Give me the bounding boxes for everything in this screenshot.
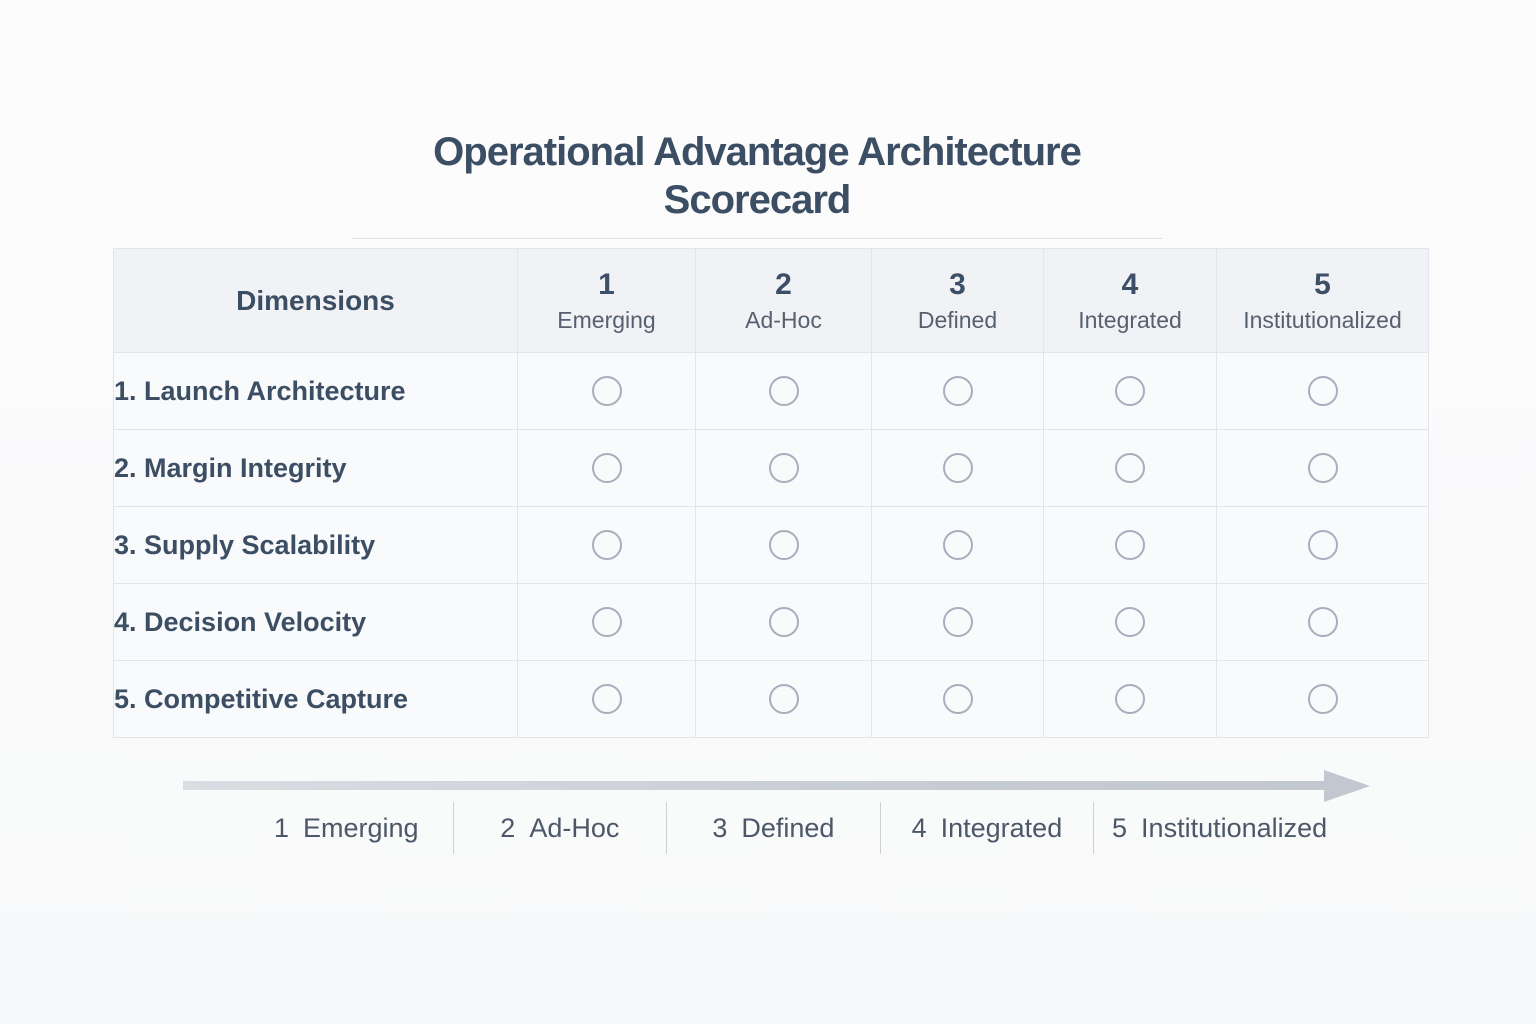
legend-number: 2 xyxy=(500,812,516,843)
level-number: 3 xyxy=(949,268,966,301)
radio-row-4-level-2[interactable] xyxy=(768,607,799,637)
radio-row-4-level-4[interactable] xyxy=(1115,607,1145,637)
table-row-competitive-capture: 5. Competitive Capture xyxy=(113,660,1429,738)
radio-row-3-level-2[interactable] xyxy=(768,530,799,560)
radio-row-5-level-2[interactable] xyxy=(768,684,799,714)
legend-label: Ad-Hoc xyxy=(529,812,620,843)
level-number: 2 xyxy=(775,268,792,301)
radio-row-5-level-3[interactable] xyxy=(942,684,973,714)
table-row-margin-integrity: 2. Margin Integrity xyxy=(113,429,1429,507)
radio-row-1-level-5[interactable] xyxy=(1307,376,1338,406)
table-row-supply-scalability: 3. Supply Scalability xyxy=(113,506,1429,584)
legend-number: 5 xyxy=(1112,812,1128,843)
radio-row-5-level-1[interactable] xyxy=(591,684,622,714)
column-header-level-3: 3 Defined xyxy=(871,248,1044,353)
radio-row-3-level-3[interactable] xyxy=(942,530,973,560)
legend-item-emerging: 1 Emerging xyxy=(240,802,454,854)
legend-number: 3 xyxy=(712,812,728,843)
level-label: Integrated xyxy=(1078,307,1182,333)
page-title: Operational Advantage Architecture Score… xyxy=(433,130,1082,222)
row-label: 4. Decision Velocity xyxy=(113,583,518,661)
maturity-legend: 1 Emerging 2 Ad-Hoc 3 Defined 4 Integrat… xyxy=(240,802,1345,854)
legend-item-integrated: 4 Integrated xyxy=(881,802,1095,854)
radio-row-5-level-5[interactable] xyxy=(1307,684,1338,714)
row-label: 3. Supply Scalability xyxy=(113,506,518,584)
legend-number: 1 xyxy=(273,812,289,843)
radio-row-2-level-1[interactable] xyxy=(591,453,622,483)
maturity-arrow-shaft xyxy=(183,781,1325,790)
radio-row-2-level-2[interactable] xyxy=(768,453,799,483)
column-header-level-1: 1 Emerging xyxy=(517,248,696,353)
column-header-dimensions: Dimensions xyxy=(113,248,518,353)
level-label: Institutionalized xyxy=(1243,307,1402,333)
table-row-decision-velocity: 4. Decision Velocity xyxy=(113,583,1429,661)
level-label: Defined xyxy=(917,307,998,333)
maturity-arrow-head-icon xyxy=(1324,770,1370,802)
legend-label: Institutionalized xyxy=(1141,812,1328,843)
radio-row-1-level-3[interactable] xyxy=(942,376,973,406)
row-label: 2. Margin Integrity xyxy=(113,429,518,507)
legend-item-institutionalized: 5 Institutionalized xyxy=(1094,802,1345,854)
radio-row-4-level-5[interactable] xyxy=(1307,607,1338,637)
radio-row-3-level-4[interactable] xyxy=(1115,530,1145,560)
column-header-level-2: 2 Ad-Hoc xyxy=(695,248,872,353)
radio-row-2-level-5[interactable] xyxy=(1307,453,1338,483)
legend-label: Defined xyxy=(741,812,835,843)
legend-item-ad-hoc: 2 Ad-Hoc xyxy=(454,802,668,854)
table-row-launch-architecture: 1. Launch Architecture xyxy=(113,352,1429,430)
legend-item-defined: 3 Defined xyxy=(667,802,881,854)
legend-label: Emerging xyxy=(303,812,419,843)
scorecard-table: Dimensions 1 Emerging 2 Ad-Hoc 3 Defined… xyxy=(113,248,1429,738)
legend-label: Integrated xyxy=(940,812,1063,843)
title-block: Operational Advantage Architecture Score… xyxy=(352,128,1162,239)
column-header-level-4: 4 Integrated xyxy=(1043,248,1217,353)
radio-row-5-level-4[interactable] xyxy=(1115,684,1145,714)
radio-row-1-level-4[interactable] xyxy=(1115,376,1145,406)
level-label: Emerging xyxy=(557,307,656,333)
radio-row-4-level-1[interactable] xyxy=(591,607,622,637)
radio-row-1-level-1[interactable] xyxy=(591,376,622,406)
row-label: 5. Competitive Capture xyxy=(113,660,518,738)
level-label: Ad-Hoc xyxy=(745,307,822,333)
radio-row-3-level-5[interactable] xyxy=(1307,530,1338,560)
level-number: 5 xyxy=(1314,268,1331,301)
column-header-level-5: 5 Institutionalized xyxy=(1216,248,1429,353)
table-header-row: Dimensions 1 Emerging 2 Ad-Hoc 3 Defined… xyxy=(113,248,1429,353)
radio-row-2-level-3[interactable] xyxy=(942,453,973,483)
level-number: 1 xyxy=(598,268,615,301)
radio-row-3-level-1[interactable] xyxy=(591,530,622,560)
radio-row-2-level-4[interactable] xyxy=(1115,453,1145,483)
radio-row-4-level-3[interactable] xyxy=(942,607,973,637)
level-number: 4 xyxy=(1121,268,1139,301)
row-label: 1. Launch Architecture xyxy=(113,352,518,430)
radio-row-1-level-2[interactable] xyxy=(768,376,799,406)
legend-number: 4 xyxy=(911,812,927,843)
